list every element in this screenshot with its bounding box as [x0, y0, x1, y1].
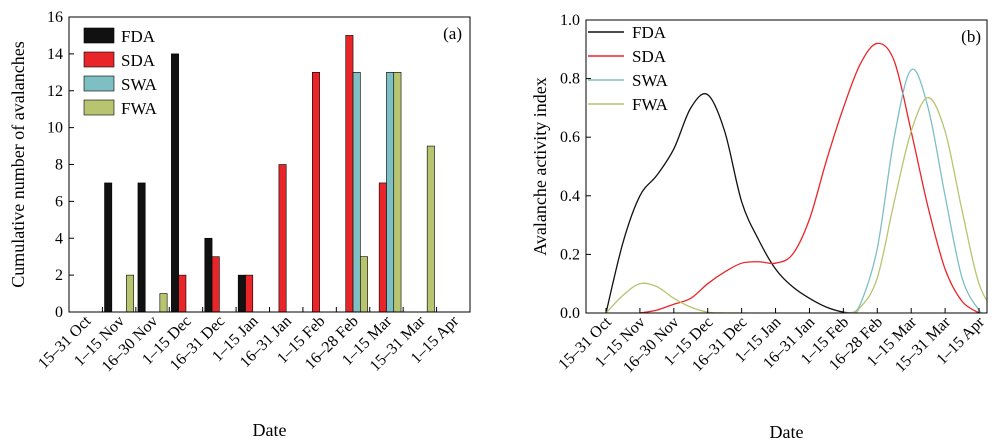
- series-line-FWA: [605, 96, 987, 313]
- bar-SDA-8: [345, 35, 354, 313]
- bar-FDA-1: [104, 182, 113, 313]
- legend-label-FDA: FDA: [632, 23, 667, 42]
- legend-label-FWA: FWA: [632, 95, 669, 114]
- y-tick-label: 14: [47, 46, 63, 63]
- bar-FWA-9: [393, 72, 402, 313]
- plot-frame: [585, 19, 988, 314]
- bar-SWA-8: [352, 72, 361, 313]
- y-tick-label: 8: [55, 157, 63, 174]
- y-tick-label: 0.4: [560, 188, 580, 205]
- y-tick-label: 0: [55, 304, 63, 321]
- panel-label: (b): [961, 27, 981, 46]
- bar-FDA-3: [171, 53, 179, 313]
- bar-SDA-4: [211, 256, 220, 313]
- bar-FWA-2: [159, 293, 168, 313]
- series-line-SDA: [639, 42, 980, 313]
- legend-swatch-FDA: [83, 27, 115, 44]
- legend-label-FWA: FWA: [121, 99, 158, 118]
- bar-FWA-1: [126, 274, 135, 313]
- y-tick-label: 12: [47, 83, 63, 100]
- bar-FWA-10: [426, 145, 435, 313]
- y-tick-label: 4: [55, 230, 63, 247]
- legend-label-SWA: SWA: [121, 75, 158, 94]
- y-tick-label: 16: [47, 9, 63, 26]
- bar-SDA-7: [312, 72, 320, 313]
- bar-SDA-6: [278, 164, 287, 313]
- bar-FDA-4: [204, 237, 213, 313]
- y-tick-label: 0.0: [560, 305, 580, 322]
- legend-label-FDA: FDA: [121, 27, 156, 46]
- legend-swatch-SWA: [83, 75, 115, 92]
- series-line-SWA: [849, 68, 987, 313]
- bar-SWA-9: [386, 72, 395, 313]
- panel-label: (a): [443, 24, 462, 43]
- y-axis-title: Cumulative number of avalanches: [8, 41, 28, 287]
- y-axis-title: Avalanche activity index: [530, 77, 550, 256]
- x-axis-title: Date: [253, 420, 287, 440]
- legend-label-SWA: SWA: [632, 71, 669, 90]
- y-tick-label: 0.2: [560, 246, 580, 263]
- legend-swatch-FWA: [83, 99, 115, 116]
- legend-label-SDA: SDA: [632, 47, 667, 66]
- legend-swatch-SDA: [83, 51, 115, 68]
- y-tick-label: 10: [47, 120, 63, 137]
- bar-FDA-2: [137, 182, 146, 313]
- y-tick-label: 6: [55, 193, 63, 210]
- y-tick-label: 2: [55, 267, 63, 284]
- bar-FWA-8: [360, 256, 368, 313]
- y-tick-label: 0.8: [560, 71, 580, 88]
- bar-FDA-5: [237, 274, 246, 313]
- bar-SDA-3: [178, 274, 187, 313]
- y-tick-label: 1.0: [560, 12, 580, 29]
- series-line-FDA: [605, 93, 857, 313]
- y-tick-label: 0.6: [560, 129, 580, 146]
- legend-label-SDA: SDA: [121, 51, 156, 70]
- bar-SDA-5: [245, 274, 254, 313]
- x-axis-title: Date: [770, 422, 804, 441]
- bar-SDA-9: [378, 182, 387, 313]
